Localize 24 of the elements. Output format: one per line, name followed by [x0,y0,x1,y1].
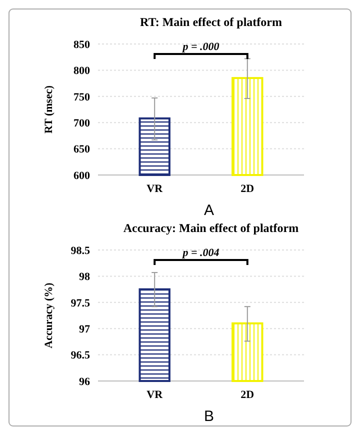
y-tick-label: 96.5 [70,350,90,362]
y-tick-label: 650 [74,144,90,156]
y-tick-label: 96 [79,376,90,388]
x-tick-label: 2D [240,183,254,195]
y-tick-label: 750 [74,91,90,104]
text: B [204,408,214,425]
y-axis-title: Accuracy (%) [43,282,55,348]
annotation: p = .004 [182,247,220,259]
chart-title: RT: Main effect of platform [140,15,282,29]
x-tick-label: 2D [240,389,254,401]
y-tick-label: 700 [74,117,90,130]
y-tick-label: 98.5 [70,244,90,257]
chart-title: Accuracy: Main effect of platform [123,221,299,235]
y-tick-label: 800 [74,65,90,78]
y-tick-label: 600 [74,170,90,182]
annotation: p = .000 [182,41,220,53]
x-tick-label: VR [146,183,164,195]
text: A [204,202,214,219]
y-tick-label: 97.5 [70,297,90,310]
y-tick-label: 97 [79,323,90,336]
x-tick-label: VR [146,389,164,401]
y-tick-label: 850 [74,38,90,51]
y-axis-title: RT (msec) [43,85,55,134]
y-tick-label: 98 [79,271,90,284]
